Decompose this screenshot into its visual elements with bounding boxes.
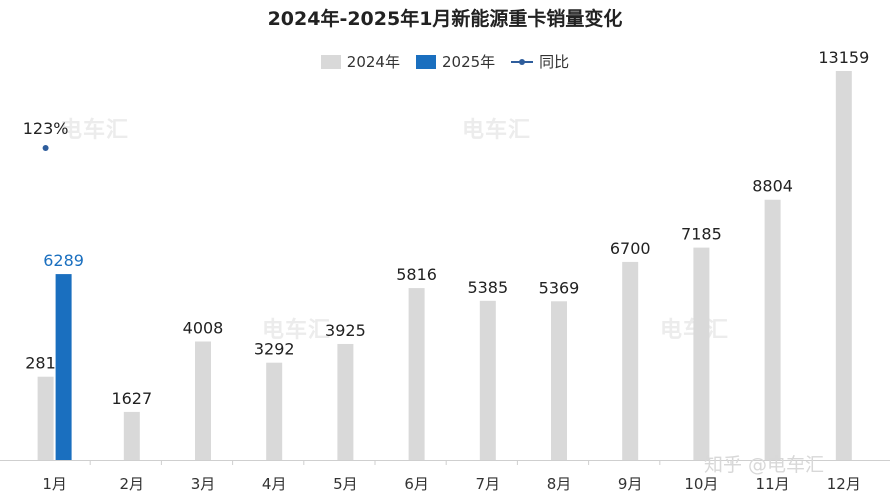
bar-2024: [266, 362, 283, 460]
chart-title: 2024年-2025年1月新能源重卡销量变化: [267, 8, 623, 30]
data-label-2024: 5369: [539, 278, 580, 297]
watermark-logo: 电车汇: [262, 318, 332, 343]
legend-swatch-yoy: [511, 55, 534, 69]
x-tick-label: 7月: [476, 475, 501, 493]
legend-item-2025: 2025年: [415, 51, 496, 72]
x-tick-label: 4月: [262, 475, 287, 493]
bar-2024: [764, 199, 781, 460]
x-tick-label: 1月: [42, 475, 67, 493]
bar-2024: [693, 247, 710, 460]
legend-item-2024: 2024年: [320, 51, 400, 72]
bar-2024: [479, 300, 496, 460]
data-label-2024: 5816: [396, 265, 437, 284]
legend-item-yoy: 同比: [511, 51, 569, 72]
data-label-2025: 6289: [43, 251, 84, 270]
yoy-point: [42, 145, 49, 151]
bar-2024: [551, 301, 567, 460]
x-tick-label: 10月: [684, 475, 718, 493]
legend: 2024年 2025年 同比: [0, 51, 890, 72]
bar-2024: [337, 343, 354, 460]
legend-label-2024: 2024年: [346, 53, 400, 71]
legend-label-yoy: 同比: [539, 53, 570, 71]
watermark-zhihu: 知乎 @电车汇: [704, 454, 825, 476]
bar-2024: [622, 261, 639, 460]
legend-swatch-2024: [320, 54, 341, 69]
data-label-2024: 13159: [818, 48, 869, 67]
x-tick-label: 6月: [404, 475, 429, 493]
x-tick-label: 5月: [333, 475, 358, 493]
data-label-2024: 3292: [254, 340, 295, 359]
x-tick-label: 3月: [191, 475, 216, 493]
x-tick-label: 12月: [827, 475, 861, 493]
data-label-2024: 3925: [325, 321, 366, 340]
x-tick-label: 11月: [756, 475, 790, 493]
bar-2024: [195, 341, 211, 460]
data-label-2024: 1627: [111, 389, 152, 408]
data-label-2024: 4008: [183, 319, 224, 338]
bar-2024: [37, 376, 54, 460]
bar-2024: [123, 411, 140, 460]
data-label-2024: 7185: [681, 225, 722, 244]
bar-2024: [835, 71, 852, 460]
data-label-2024: 5385: [467, 278, 508, 297]
legend-swatch-2025: [415, 54, 436, 69]
x-tick-label: 8月: [547, 475, 572, 493]
x-tick-label: 9月: [618, 475, 643, 493]
legend-label-2025: 2025年: [441, 53, 496, 71]
data-label-2024: 6700: [610, 239, 651, 258]
watermark-logo: 电车汇: [60, 118, 130, 143]
x-tick-label: 2月: [120, 475, 145, 493]
bar-2024: [408, 288, 425, 460]
watermark-logo: 电车汇: [462, 118, 532, 143]
yoy-label: 123%: [23, 119, 69, 138]
bar-2025: [55, 274, 72, 460]
data-label-2024: 8804: [752, 177, 793, 196]
